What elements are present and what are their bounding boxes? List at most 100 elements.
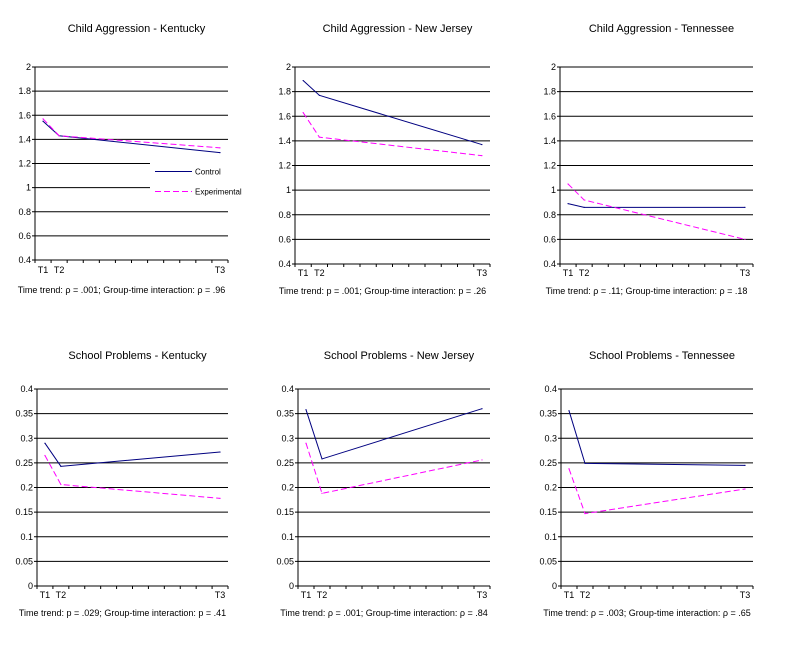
data-point-experimental — [60, 483, 62, 486]
y-tick-label: 0.1 — [281, 532, 294, 542]
data-point-experimental — [318, 136, 320, 138]
chart-caption: Time trend: ρ = .001; Group-time interac… — [18, 285, 226, 295]
x-tick-label: T2 — [580, 590, 591, 600]
x-tick-label: T1 — [38, 265, 49, 275]
y-tick-label: 1.8 — [543, 87, 556, 97]
series-line-experimental — [302, 112, 482, 157]
x-tick-label: T2 — [54, 265, 65, 275]
y-tick-label: 0.15 — [15, 507, 33, 517]
y-tick-label: 0.35 — [539, 409, 557, 419]
data-point-experimental — [58, 135, 60, 137]
series-line-control — [302, 80, 483, 146]
data-point-control — [321, 458, 323, 460]
y-tick-label: 0.25 — [276, 458, 294, 468]
y-tick-label: 1.6 — [18, 110, 31, 120]
y-tick-label: 1.8 — [18, 86, 31, 96]
y-tick-label: 0 — [552, 581, 557, 591]
y-tick-label: 0.2 — [544, 483, 557, 493]
y-tick-label: 0.4 — [281, 384, 294, 394]
series-line-experimental — [305, 443, 483, 494]
data-point-control — [568, 410, 570, 412]
chart-2: Child Aggression - New Jersey 0.4 0.6 0.8 1 1… — [278, 23, 491, 296]
data-point-control — [219, 451, 221, 453]
x-tick-label: T1 — [40, 590, 51, 600]
y-tick-label: 0.1 — [544, 532, 557, 542]
y-tick-label: 0.25 — [539, 458, 557, 468]
legend-label: Control — [195, 168, 221, 177]
y-tick-label: 0.6 — [543, 234, 556, 244]
y-tick-label: 0.25 — [15, 458, 33, 468]
data-point-control — [744, 206, 746, 208]
data-point-control — [60, 465, 62, 467]
x-tick-label: T1 — [563, 268, 574, 278]
data-point-experimental — [567, 183, 569, 185]
x-tick-label: T3 — [740, 268, 751, 278]
series-line-experimental — [44, 455, 221, 499]
chart-caption: Time trend: ρ = .001; Group-time interac… — [280, 608, 488, 618]
y-tick-label: 0.6 — [278, 234, 291, 244]
y-tick-label: 0.3 — [281, 433, 294, 443]
data-point-control — [583, 206, 585, 208]
y-tick-label: 1 — [26, 183, 31, 193]
data-point-experimental — [321, 492, 323, 495]
y-tick-label: 1 — [551, 185, 556, 195]
y-tick-label: 0.4 — [18, 255, 31, 265]
series-line-experimental — [567, 183, 746, 240]
x-tick-label: T1 — [301, 590, 312, 600]
x-tick-label: T2 — [314, 268, 325, 278]
chart-title: Child Aggression - Tennessee — [589, 23, 734, 35]
y-tick-label: 0.4 — [544, 384, 557, 394]
data-point-experimental — [744, 488, 746, 490]
x-tick-label: T2 — [317, 590, 328, 600]
y-tick-label: 1.4 — [18, 134, 31, 144]
data-point-control — [44, 442, 46, 444]
data-point-experimental — [481, 155, 483, 157]
data-point-experimental — [481, 459, 483, 461]
y-tick-label: 0.4 — [20, 384, 33, 394]
data-point-control — [302, 79, 304, 82]
y-tick-label: 0.3 — [544, 433, 557, 443]
data-point-control — [481, 408, 483, 410]
data-point-control — [744, 464, 746, 466]
y-tick-label: 0.2 — [20, 483, 33, 493]
legend-label: Experimental — [195, 188, 242, 197]
series-line-control — [567, 203, 745, 208]
data-point-experimental — [568, 468, 570, 470]
chart-title: Child Aggression - Kentucky — [68, 23, 206, 35]
y-tick-label: 1.4 — [278, 136, 291, 146]
y-tick-label: 1.6 — [543, 111, 556, 121]
y-tick-label: 0.1 — [20, 532, 33, 542]
chart-4: School Problems - Kentucky 0 0.05 0.1 0.15 0.… — [15, 350, 229, 618]
y-tick-label: 0.6 — [18, 231, 31, 241]
data-point-experimental — [302, 111, 304, 114]
chart-title: School Problems - New Jersey — [324, 350, 475, 362]
chart-caption: Time trend: ρ = .003; Group-time interac… — [543, 608, 751, 618]
data-point-experimental — [42, 118, 44, 120]
chart-caption: Time trend: p = .001; Group-time interac… — [279, 286, 486, 296]
chart-3: Child Aggression - Tennessee 0.4 0.6 0.8 1 1.… — [543, 23, 754, 296]
data-point-experimental — [305, 442, 307, 444]
series-line-control — [305, 408, 483, 460]
chart-title: School Problems - Kentucky — [68, 350, 207, 362]
y-tick-label: 1.6 — [278, 111, 291, 121]
x-tick-label: T1 — [564, 590, 575, 600]
y-tick-label: 0 — [289, 581, 294, 591]
data-point-control — [219, 152, 221, 154]
legend: Control Experimental — [155, 168, 242, 197]
y-tick-label: 0.3 — [20, 433, 33, 443]
data-point-experimental — [44, 454, 46, 457]
y-tick-label: 0.35 — [15, 409, 33, 419]
y-tick-label: 0.4 — [278, 259, 291, 269]
data-point-experimental — [584, 513, 586, 515]
data-point-control — [481, 143, 483, 146]
y-tick-label: 0.05 — [276, 556, 294, 566]
y-tick-label: 0.8 — [543, 210, 556, 220]
chart-1: Child Aggression - Kentucky 0.4 0.6 0.8 1 1.2… — [18, 23, 242, 295]
y-tick-label: 2 — [26, 62, 31, 72]
y-tick-label: 0.2 — [281, 483, 294, 493]
y-tick-label: 1 — [286, 185, 291, 195]
chart-5: School Problems - New Jersey 0 0.05 0.1 0.15… — [276, 350, 491, 618]
x-tick-label: T2 — [579, 268, 590, 278]
data-point-experimental — [219, 147, 221, 149]
